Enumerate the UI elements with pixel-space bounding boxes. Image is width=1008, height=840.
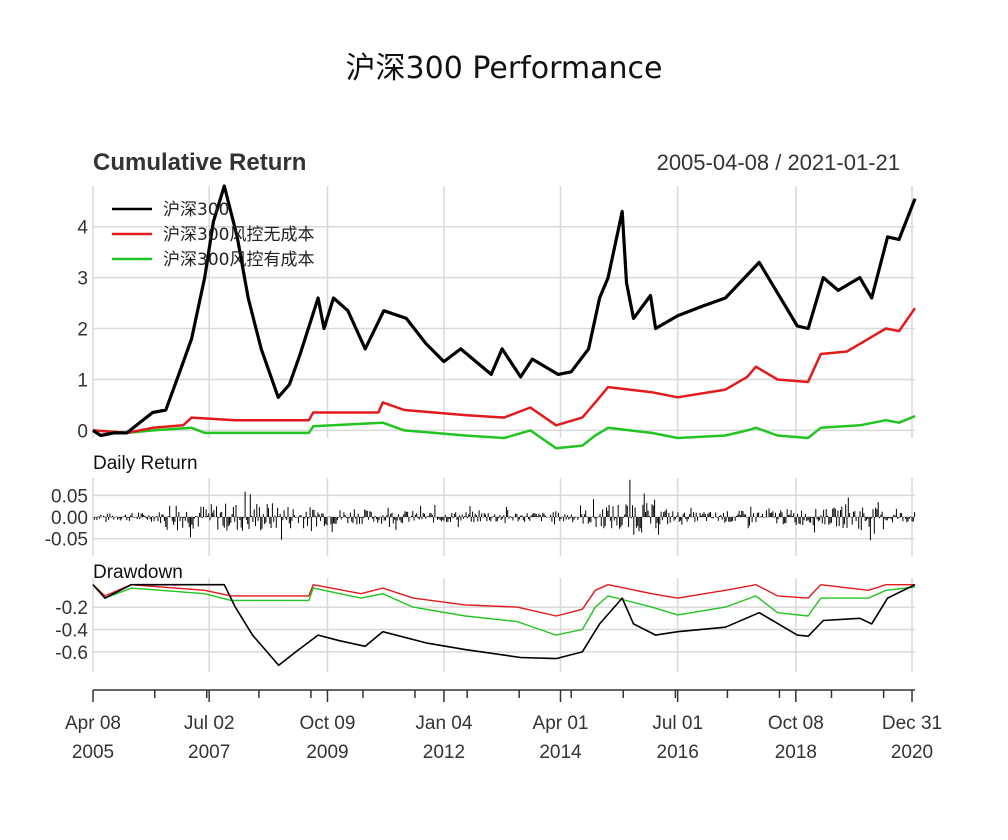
date-range-label: 2005-04-08 / 2021-01-21 (657, 150, 900, 175)
y-tick-label: 0 (77, 421, 88, 442)
y-tick-label: 2 (77, 320, 88, 341)
x-tick-label-month-3: Jan 04 (415, 713, 472, 734)
x-axis: Apr 08 2005 Jul 02 2007 Oct 09 2009 Jan 04 2012… (65, 689, 942, 763)
cumulative-line-no_cost (92, 307, 917, 435)
legend-label-benchmark: 沪深300 (163, 200, 229, 220)
y-tick-label: 3 (77, 269, 88, 290)
y-tick-label: 0.00 (51, 508, 88, 529)
x-tick-label-month-5: Jul 01 (652, 713, 703, 734)
drawdown-panel-title: Drawdown (93, 562, 183, 583)
drawdown-grid (92, 578, 913, 672)
x-tick-label-year-7: 2020 (891, 742, 933, 763)
legend-label-with-cost: 沪深300风控有成本 (163, 250, 314, 270)
x-tick-label-year-1: 2007 (188, 742, 230, 763)
x-tick-label-year-0: 2005 (72, 742, 114, 763)
y-tick-label: 0.05 (51, 486, 88, 507)
drawdown-y-axis: -0.2-0.4-0.6 (55, 598, 915, 664)
x-tick-label-month-6: Oct 08 (768, 713, 824, 734)
cumulative-series (92, 184, 917, 450)
drawdown-line-no_cost (92, 584, 915, 617)
x-tick-label-month-2: Oct 09 (299, 713, 355, 734)
y-tick-label: 1 (77, 370, 88, 391)
cumulative-line-with_cost (92, 414, 916, 450)
y-tick-label: -0.05 (45, 530, 88, 551)
x-tick-label-year-3: 2012 (423, 742, 465, 763)
x-tick-label-month-0: Apr 08 (65, 713, 121, 734)
daily-panel-title: Daily Return (93, 453, 198, 474)
y-tick-label: 4 (77, 218, 88, 239)
drawdown-series (92, 583, 916, 667)
y-tick-label: -0.6 (55, 643, 88, 664)
drawdown-line-benchmark (92, 583, 916, 667)
x-tick-label-year-2: 2009 (306, 742, 348, 763)
y-tick-label: -0.4 (55, 620, 88, 641)
cumulative-panel-title: Cumulative Return (93, 149, 306, 176)
x-tick-label-month-4: Apr 01 (533, 713, 589, 734)
x-tick-label-year-4: 2014 (539, 742, 582, 763)
x-tick-label-month-1: Jul 02 (184, 713, 235, 734)
x-tick-label-month-7: Dec 31 (882, 713, 942, 734)
chart-title: 沪深300 Performance (346, 51, 663, 86)
legend: 沪深300 沪深300风控无成本 沪深300风控有成本 (112, 200, 314, 270)
legend-label-no-cost: 沪深300风控无成本 (163, 225, 314, 245)
drawdown-line-with_cost (92, 584, 916, 636)
daily-return-bars (92, 479, 916, 541)
x-tick-label-year-6: 2018 (775, 742, 817, 763)
x-tick-label-year-5: 2016 (657, 742, 699, 763)
cumulative-line-benchmark (92, 184, 917, 438)
y-tick-label: -0.2 (55, 598, 88, 619)
